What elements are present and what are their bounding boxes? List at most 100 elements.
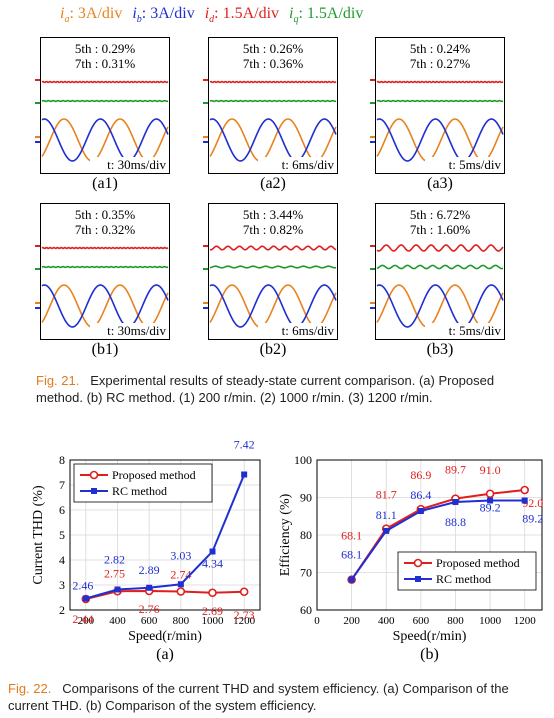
y-tick-label: 3 (59, 578, 65, 592)
id-trace (376, 80, 504, 84)
legend-entry: RC method (436, 572, 491, 586)
scope-legend-item-b: ib: 3A/div (132, 5, 195, 26)
harmonic-5th: 5th : 6.72% (410, 207, 470, 222)
data-label: 81.7 (376, 488, 397, 502)
x-axis-label: Speed(r/min) (393, 629, 467, 644)
time-scale: t: 6ms/div (282, 323, 335, 338)
data-label: 89.2 (522, 512, 543, 526)
scope-screen: 5th : 0.35%7th : 0.32% t: 30ms/div (35, 203, 170, 340)
data-point (348, 576, 355, 583)
id-trace (41, 80, 169, 84)
fig22-number: Fig. 22. (8, 681, 52, 696)
scope-legend-item-d: id: 1.5A/div (204, 5, 280, 26)
data-point (241, 471, 248, 478)
y-tick-label: 90 (300, 491, 312, 505)
scope-screen: 5th : 6.72%7th : 1.60% t: 5ms/div (370, 203, 505, 340)
legend-entry: Proposed method (112, 468, 196, 482)
x-axis-label: Speed(r/min) (128, 629, 202, 644)
y-tick-label: 60 (300, 603, 312, 617)
x-tick-label: 1000 (202, 615, 225, 627)
iq-trace (41, 265, 169, 269)
fig22-caption: Fig. 22. Comparisons of the current THD … (8, 680, 548, 714)
scope-panel-a3: 5th : 0.24% 7th : 0.27% t: 5ms/div (370, 37, 505, 174)
y-tick-label: 70 (300, 566, 312, 580)
scope-legend-text: : 3A/div (141, 5, 195, 22)
chart-svg: 0 200 400 600 800 1000 1200 60 70 80 90 100 Speed(r/… (278, 453, 543, 644)
y-axis-label: Current THD (%) (31, 485, 46, 585)
chart-svg: 200 400 600 800 1000 1200 2 3 4 5 6 7 8 Speed(r/min) C… (31, 438, 261, 644)
harmonic-5th: 5th : 0.29% (75, 41, 135, 56)
id-trace (209, 80, 337, 84)
data-point (487, 497, 494, 504)
ib-trace (209, 118, 337, 162)
data-label: 4.34 (202, 557, 223, 571)
scope-label-a2: (a2) (260, 175, 286, 192)
fig21-text: Experimental results of steady-state cur… (36, 373, 495, 405)
y-tick-label: 2 (59, 603, 65, 617)
data-label: 7.42 (234, 438, 255, 452)
scope-legend-text: : 1.5A/div (214, 5, 280, 22)
y-tick-label: 8 (59, 453, 65, 467)
fig21-number: Fig. 21. (36, 373, 80, 388)
y-tick-label: 4 (59, 553, 65, 567)
series-line-proposed (85, 589, 245, 600)
fig22-text: Comparisons of the current THD and syste… (8, 681, 509, 713)
data-label: 68.1 (341, 548, 362, 562)
data-label: 86.9 (410, 468, 431, 482)
data-point (520, 485, 529, 495)
x-tick-label: 200 (78, 615, 95, 627)
legend-marker (91, 488, 97, 494)
time-scale: t: 5ms/div (449, 157, 502, 172)
x-tick-label: 800 (447, 615, 464, 627)
scope-panel-b1: 5th : 0.35% 7th : 0.32% t: 30ms/div (35, 203, 170, 340)
data-point (383, 527, 390, 534)
scope-legend-item-a: ia: 3A/div (60, 5, 123, 26)
data-label: 86.4 (410, 488, 431, 502)
scope-screen: 5th : 0.29%7th : 0.31% t: 30ms/div (35, 37, 170, 174)
y-axis-label: Efficiency (%) (278, 493, 293, 576)
iq-trace (41, 99, 169, 103)
harmonic-5th: 5th : 0.26% (243, 41, 303, 56)
data-label: 2.73 (234, 608, 255, 622)
legend-marker (413, 558, 423, 568)
y-tick-label: 80 (300, 528, 312, 542)
legend-entry: RC method (112, 484, 167, 498)
scope-panel-b2: 5th : 3.44% 7th : 0.82% t: 6ms/div (203, 203, 338, 340)
chart-legend (397, 551, 537, 591)
data-label: 2.89 (139, 563, 160, 577)
harmonic-7th: 7th : 1.60% (410, 222, 470, 237)
scope-panel-a2: 5th : 0.26% 7th : 0.36% t: 6ms/div (203, 37, 338, 174)
id-trace (376, 244, 504, 252)
scope-panel-b3: 5th : 6.72% 7th : 1.60% t: 5ms/div (370, 203, 505, 340)
data-point (208, 588, 217, 598)
iq-trace (376, 264, 504, 270)
scope-label-a1: (a1) (92, 175, 118, 192)
data-point (176, 587, 186, 596)
data-point (417, 508, 424, 514)
chart-legend (73, 463, 213, 503)
data-point (521, 497, 528, 504)
data-point (146, 584, 153, 591)
ib-trace (209, 284, 337, 328)
time-scale: t: 30ms/div (107, 323, 166, 338)
data-label: 3.03 (170, 548, 191, 562)
data-point (177, 581, 184, 588)
x-tick-label: 0 (314, 615, 320, 627)
ib-trace (41, 284, 169, 328)
x-tick-label: 1200 (514, 615, 537, 627)
y-tick-label: 100 (294, 453, 312, 467)
data-label: 2.74 (170, 568, 191, 582)
data-point (114, 586, 121, 593)
y-tick-label: 7 (59, 478, 65, 492)
data-point (239, 587, 249, 597)
plot-frame (316, 459, 543, 611)
data-label: 89.2 (480, 501, 501, 515)
harmonic-7th: 7th : 0.82% (243, 222, 303, 237)
data-point (82, 595, 89, 602)
ib-trace (41, 118, 169, 162)
x-tick-label: 200 (343, 615, 360, 627)
data-label: 88.8 (445, 515, 466, 529)
scope-screen: 5th : 3.44%7th : 0.82% t: 6ms/div (203, 203, 338, 340)
y-tick-label: 5 (59, 528, 65, 542)
